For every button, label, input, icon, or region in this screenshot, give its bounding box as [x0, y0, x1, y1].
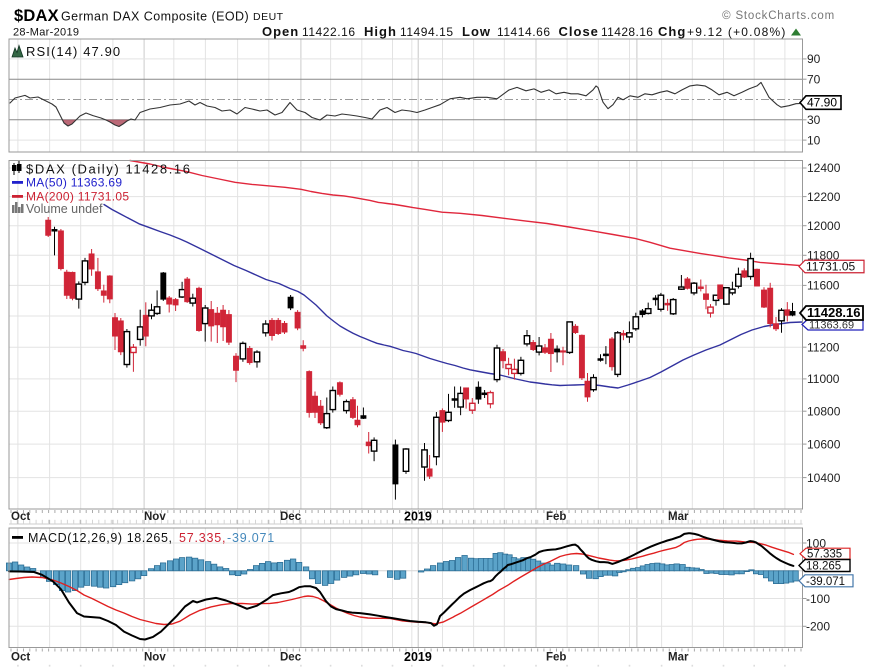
svg-text:High: High — [364, 24, 397, 39]
svg-text:Dec: Dec — [280, 652, 302, 664]
svg-text:11600: 11600 — [807, 279, 840, 293]
svg-text:Open: Open — [262, 24, 299, 39]
svg-text:10: 10 — [807, 133, 821, 147]
svg-text:$DAX: $DAX — [14, 7, 59, 25]
svg-text:-39.071: -39.071 — [227, 531, 275, 545]
svg-text:11000: 11000 — [807, 372, 840, 386]
svg-text:18.265: 18.265 — [806, 561, 841, 573]
svg-text:Dec: Dec — [280, 511, 302, 523]
svg-text:Nov: Nov — [144, 511, 166, 523]
svg-text:12200: 12200 — [807, 190, 841, 204]
svg-text:+9.12 (+0.08%): +9.12 (+0.08%) — [687, 25, 787, 39]
svg-text:11800: 11800 — [807, 249, 840, 263]
svg-text:Volume undef: Volume undef — [26, 202, 103, 216]
svg-text:11200: 11200 — [807, 340, 840, 354]
svg-text:Nov: Nov — [144, 652, 166, 664]
svg-text:10800: 10800 — [807, 404, 841, 418]
svg-text:-39.071: -39.071 — [806, 576, 845, 588]
svg-text:-200: -200 — [806, 620, 830, 634]
svg-text:11422.16: 11422.16 — [302, 25, 356, 39]
svg-text:Mar: Mar — [668, 511, 689, 523]
svg-text:MA(200) 11731.05: MA(200) 11731.05 — [26, 190, 129, 204]
svg-text:57.335,: 57.335, — [179, 531, 226, 545]
svg-text:100: 100 — [806, 536, 826, 550]
svg-text:-100: -100 — [806, 592, 830, 606]
svg-text:28-Mar-2019: 28-Mar-2019 — [13, 27, 79, 39]
svg-text:Close: Close — [559, 24, 599, 39]
svg-text:MA(50) 11363.69: MA(50) 11363.69 — [26, 176, 122, 190]
svg-text:© StockCharts.com: © StockCharts.com — [722, 10, 835, 22]
svg-text:11494.15: 11494.15 — [400, 25, 454, 39]
svg-text:11428.16: 11428.16 — [601, 25, 653, 39]
svg-text:10400: 10400 — [807, 471, 841, 485]
svg-text:Feb: Feb — [546, 511, 566, 523]
svg-text:Oct: Oct — [11, 511, 30, 523]
svg-text:11414.66: 11414.66 — [497, 25, 551, 39]
svg-text:30: 30 — [807, 113, 821, 127]
svg-text:90: 90 — [807, 52, 821, 66]
svg-text:10600: 10600 — [807, 437, 841, 451]
svg-text:2019: 2019 — [404, 510, 432, 524]
svg-text:11363.69: 11363.69 — [809, 320, 854, 332]
svg-text:Mar: Mar — [668, 652, 689, 664]
svg-text:12400: 12400 — [807, 161, 841, 175]
svg-text:11428.16: 11428.16 — [807, 305, 861, 320]
svg-text:70: 70 — [807, 72, 821, 86]
svg-text:DEUT: DEUT — [253, 11, 284, 23]
svg-text:Low: Low — [462, 24, 491, 39]
svg-text:German DAX Composite (EOD): German DAX Composite (EOD) — [61, 10, 249, 24]
svg-text:57.335: 57.335 — [807, 549, 842, 561]
svg-text:11731.05: 11731.05 — [806, 260, 855, 274]
svg-text:2019: 2019 — [404, 650, 432, 664]
svg-text:Oct: Oct — [11, 652, 30, 664]
svg-text:Chg: Chg — [658, 24, 686, 39]
svg-text:RSI(14) 47.90: RSI(14) 47.90 — [26, 44, 121, 59]
svg-text:12000: 12000 — [807, 219, 841, 233]
svg-text:47.90: 47.90 — [807, 96, 837, 110]
svg-text:MACD(12,26,9) 18.265,: MACD(12,26,9) 18.265, — [28, 531, 173, 545]
svg-text:$DAX (Daily) 11428.16: $DAX (Daily) 11428.16 — [26, 162, 192, 177]
svg-text:Feb: Feb — [546, 652, 566, 664]
